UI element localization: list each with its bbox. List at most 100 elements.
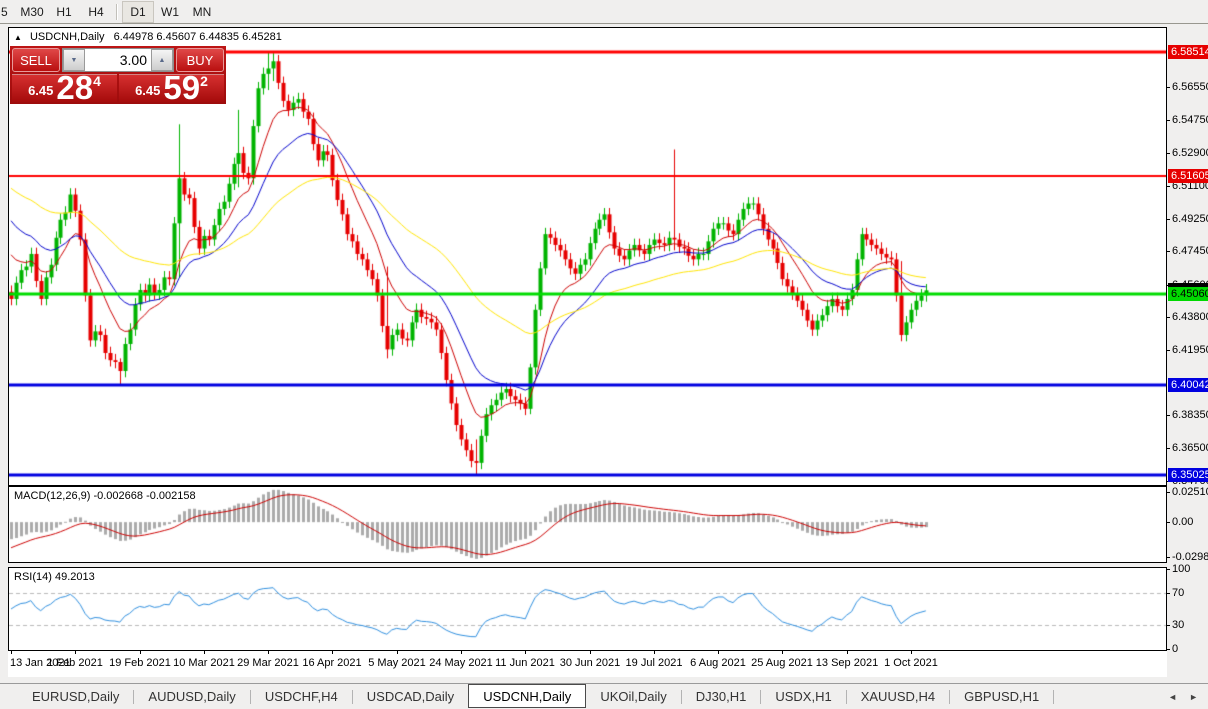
one-click-trading-widget: SELL ▼ ▲ BUY 6.45 28 4 6.45 59 2 <box>10 46 226 104</box>
date-tick-mark <box>590 651 591 654</box>
main-chart-canvas[interactable] <box>9 28 1166 485</box>
price-axis[interactable]: 6.56550 6.54750 6.52900 6.51100 6.49250 6.474… <box>1166 27 1208 655</box>
date-label: 19 Feb 2021 <box>109 657 171 669</box>
date-tick-mark <box>204 651 205 654</box>
volume-input[interactable] <box>85 49 151 71</box>
chart-tab-usdx-h1[interactable]: USDX,H1 <box>775 689 832 704</box>
date-tick-mark <box>140 651 141 654</box>
date-label: 24 May 2021 <box>429 657 493 669</box>
macd-tick-mark <box>1166 522 1170 523</box>
level-price-badge: 6.58514 <box>1168 45 1208 59</box>
macd-tick-label: 0.00 <box>1172 516 1194 528</box>
price-tick-label: 6.52900 <box>1172 147 1208 159</box>
tab-separator <box>351 689 353 704</box>
price-tick-label: 6.51100 <box>1172 180 1208 192</box>
chart-tab-usdchf-h4[interactable]: USDCHF,H4 <box>264 689 338 704</box>
chart-tab-audusd-daily[interactable]: AUDUSD,Daily <box>148 689 236 704</box>
level-price-badge: 6.35025 <box>1168 468 1208 482</box>
main-chart-panel <box>8 27 1167 486</box>
timeframe-button-w1[interactable]: W1 <box>161 4 179 19</box>
chart-tab-usdcnh-daily[interactable]: USDCNH,Daily <box>468 684 587 708</box>
macd-tick-mark <box>1166 557 1170 558</box>
date-label: 25 Aug 2021 <box>751 657 813 669</box>
sell-price[interactable]: 6.45 28 4 <box>12 71 117 104</box>
date-tick-mark <box>847 651 848 654</box>
timeframe-toolbar: 5 M30 H1 H4 D1 W1 MN <box>0 0 1208 24</box>
date-label: 13 Sep 2021 <box>815 657 879 669</box>
chart-title: ▲ USDCNH,Daily 6.44978 6.45607 6.44835 6… <box>14 31 282 43</box>
date-label: 1 Feb 2021 <box>47 657 103 669</box>
trade-controls-row: SELL ▼ ▲ BUY <box>12 48 224 72</box>
date-label: 10 Mar 2021 <box>173 657 235 669</box>
timeframe-button-h1[interactable]: H1 <box>56 4 72 19</box>
tab-scroll-left-icon[interactable]: ◄ <box>1168 691 1178 702</box>
sell-price-prefix: 6.45 <box>28 83 54 98</box>
timeframe-button-5[interactable]: 5 <box>1 4 8 19</box>
buy-price-big: 59 <box>163 69 201 106</box>
level-price-badge: 6.40042 <box>1168 378 1208 392</box>
buy-price-pip: 2 <box>200 73 208 89</box>
volume-increase-button[interactable]: ▲ <box>151 49 173 71</box>
chart-tab-xauusd-h4[interactable]: XAUUSD,H4 <box>860 689 936 704</box>
price-tick-mark <box>1166 120 1170 121</box>
volume-decrease-button[interactable]: ▼ <box>63 49 85 71</box>
price-tick-mark <box>1166 219 1170 220</box>
timeframe-button-h4[interactable]: H4 <box>88 4 104 19</box>
date-label: 30 Jun 2021 <box>559 657 621 669</box>
rsi-tick-mark <box>1166 569 1170 570</box>
macd-tick-label: 0.025108 <box>1172 486 1208 498</box>
toolbar-separator <box>116 3 118 20</box>
date-tick-mark <box>332 651 333 654</box>
sell-button[interactable]: SELL <box>12 48 60 72</box>
rsi-tick-label: 70 <box>1172 587 1185 599</box>
chart-tab-usdcad-daily[interactable]: USDCAD,Daily <box>366 689 455 704</box>
chart-tab-bar: EURUSD,Daily AUDUSD,Daily USDCHF,H4 USDCAD,… <box>0 683 1208 709</box>
date-label: 1 Oct 2021 <box>884 657 938 669</box>
tab-separator <box>760 689 762 704</box>
date-axis[interactable]: 13 Jan 2021 1 Feb 2021 19 Feb 2021 10 Mar 2… <box>8 651 1167 677</box>
date-tick-mark <box>268 651 269 654</box>
price-tick-label: 6.41950 <box>1172 344 1208 356</box>
price-tick-label: 6.54750 <box>1172 114 1208 126</box>
buy-button[interactable]: BUY <box>176 48 224 72</box>
chart-tab-eurusd-daily[interactable]: EURUSD,Daily <box>32 689 120 704</box>
tab-separator <box>949 689 951 704</box>
price-tick-label: 6.56550 <box>1172 81 1208 93</box>
rsi-label: RSI(14) 49.2013 <box>14 571 95 583</box>
date-label: 6 Aug 2021 <box>690 657 746 669</box>
buy-price[interactable]: 6.45 59 2 <box>119 69 224 106</box>
tab-separator <box>845 689 847 704</box>
macd-tick-mark <box>1166 492 1170 493</box>
price-tick-mark <box>1166 87 1170 88</box>
timeframe-button-mn[interactable]: MN <box>192 4 212 19</box>
chart-tab-dj30-h1[interactable]: DJ30,H1 <box>695 689 747 704</box>
tab-separator <box>680 689 682 704</box>
date-label: 13 Jan 2021 <box>10 657 71 669</box>
price-tick-mark <box>1166 251 1170 252</box>
timeframe-button-d1[interactable]: D1 <box>122 0 154 23</box>
chart-tab-ukoil-daily[interactable]: UKOil,Daily <box>600 689 667 704</box>
volume-spinner: ▼ ▲ <box>62 48 174 72</box>
tab-scroll-right-icon[interactable]: ► <box>1189 691 1198 702</box>
macd-tick-label: -0.02988 <box>1172 551 1208 563</box>
tab-scroll-arrows: ◄ ► <box>1168 692 1198 702</box>
ohlc-values: 6.44978 6.45607 6.44835 6.45281 <box>113 31 282 43</box>
price-tick-mark <box>1166 415 1170 416</box>
timeframe-button-m30[interactable]: M30 <box>20 4 44 19</box>
chart-tab-gbpusd-h1[interactable]: GBPUSD,H1 <box>964 689 1040 704</box>
date-tick-mark <box>782 651 783 654</box>
collapse-trade-panel-icon[interactable]: ▲ <box>14 33 22 42</box>
rsi-tick-label: 30 <box>1172 619 1185 631</box>
level-price-badge: 6.45060 <box>1168 287 1208 301</box>
rsi-tick-label: 0 <box>1172 643 1179 655</box>
sell-price-pip: 4 <box>93 73 101 89</box>
price-tick-label: 6.47450 <box>1172 245 1208 257</box>
macd-label: MACD(12,26,9) -0.002668 -0.002158 <box>14 490 196 502</box>
date-tick-mark <box>718 651 719 654</box>
date-label: 19 Jul 2021 <box>625 657 683 669</box>
rsi-tick-mark <box>1166 625 1170 626</box>
level-price-badge: 6.51605 <box>1168 169 1208 183</box>
date-tick-mark <box>911 651 912 654</box>
price-tick-mark <box>1166 317 1170 318</box>
